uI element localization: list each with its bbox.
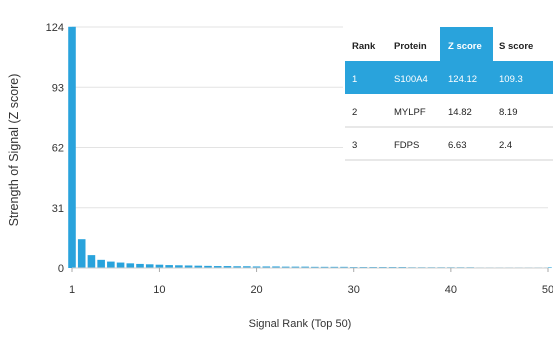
- table-header-highlight: [440, 27, 493, 61]
- y-tick-label: 0: [58, 263, 64, 275]
- x-tick-label: 50: [542, 284, 553, 296]
- table-header-cell: Rank: [352, 41, 376, 52]
- bar: [320, 266, 329, 268]
- x-tick-label: 20: [250, 284, 262, 296]
- bar: [340, 266, 348, 268]
- bar: [77, 239, 86, 268]
- x-tick-label: 40: [445, 284, 457, 296]
- bar: [194, 265, 203, 268]
- table-cell: MYLPF: [394, 107, 426, 118]
- table-header-cell: S score: [499, 41, 533, 52]
- y-tick-label: 124: [46, 22, 64, 34]
- bar: [311, 266, 319, 268]
- bar: [97, 259, 105, 268]
- table-cell: FDPS: [394, 140, 419, 151]
- table-cell: 14.82: [448, 107, 472, 118]
- table-row-highlight: [345, 61, 553, 94]
- bar: [272, 266, 280, 268]
- bar: [165, 265, 173, 268]
- y-axis-label: Strength of Signal (Z score): [7, 74, 21, 227]
- x-tick-label: 1: [69, 284, 75, 296]
- bar: [184, 265, 193, 268]
- bar: [68, 26, 76, 269]
- table-header-cell: Z score: [448, 41, 482, 52]
- x-tick-label: 30: [348, 284, 360, 296]
- table-cell: S100A4: [394, 74, 428, 85]
- table-cell: 2: [352, 107, 357, 118]
- bar: [291, 266, 300, 268]
- bar: [223, 266, 232, 268]
- y-tick-label: 31: [52, 203, 64, 215]
- table-cell: 1: [352, 74, 357, 85]
- y-tick-label: 93: [52, 82, 64, 94]
- x-tick-label: 10: [153, 284, 165, 296]
- table-cell: 109.3: [499, 74, 523, 85]
- table-cell: 3: [352, 140, 357, 151]
- bar: [155, 264, 164, 268]
- bar: [107, 261, 115, 268]
- bar: [233, 266, 241, 268]
- rank-table: Rank Protein Z score S score 1 S100A4 124.12 10…: [343, 24, 553, 163]
- bar: [213, 266, 222, 268]
- table-cell: 2.4: [499, 140, 512, 151]
- bar: [204, 265, 212, 268]
- bar: [87, 255, 96, 268]
- bar: [301, 266, 309, 268]
- bar: [175, 265, 183, 268]
- bar: [126, 263, 135, 268]
- x-axis-label: Signal Rank (Top 50): [249, 318, 352, 330]
- table-cell: 124.12: [448, 74, 477, 85]
- bar: [116, 262, 125, 268]
- bar: [281, 266, 290, 268]
- bar: [136, 263, 144, 268]
- bar: [262, 266, 271, 268]
- table-header-cell: Protein: [394, 41, 427, 52]
- bar: [330, 266, 339, 268]
- table-cell: 8.19: [499, 107, 518, 118]
- table-cell: 6.63: [448, 140, 467, 151]
- y-tick-label: 62: [52, 143, 64, 155]
- bar: [252, 266, 261, 268]
- bar: [243, 266, 251, 268]
- bar: [145, 264, 154, 268]
